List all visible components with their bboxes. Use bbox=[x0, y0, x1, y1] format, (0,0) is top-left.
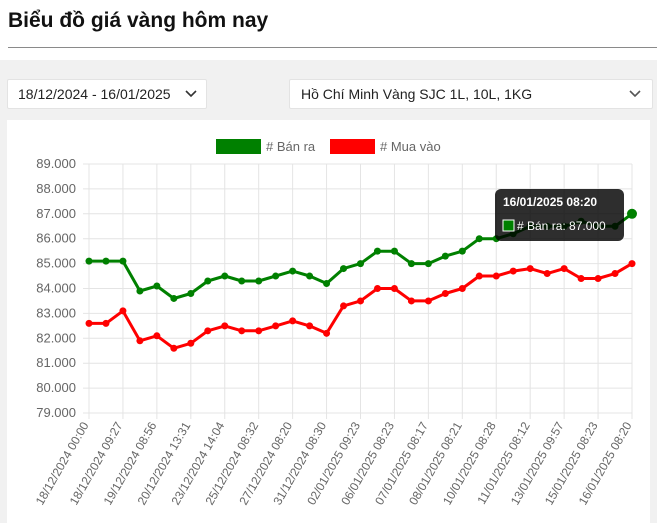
chevron-down-icon bbox=[185, 90, 197, 98]
page-header: Biểu đồ giá vàng hôm nay bbox=[0, 0, 657, 60]
data-point bbox=[373, 285, 381, 292]
y-tick-label: 82.000 bbox=[36, 330, 76, 345]
data-point bbox=[577, 275, 585, 283]
data-point bbox=[560, 265, 568, 273]
data-point bbox=[255, 327, 263, 335]
chart-panel: 79.000 80.000 81.000 82.000 83.000 84.000 85.0… bbox=[7, 120, 650, 523]
y-tick-label: 89.000 bbox=[36, 156, 76, 171]
data-point bbox=[221, 322, 229, 330]
date-range-select[interactable]: 18/12/2024 - 16/01/2025 bbox=[7, 79, 207, 109]
data-point bbox=[323, 280, 331, 288]
data-point bbox=[611, 270, 619, 278]
data-point bbox=[340, 265, 348, 273]
y-tick-label: 81.000 bbox=[36, 355, 76, 370]
y-tick-label: 84.000 bbox=[36, 281, 76, 296]
y-tick-label: 86.000 bbox=[36, 231, 76, 246]
data-point bbox=[187, 339, 195, 347]
y-tick-label: 88.000 bbox=[36, 181, 76, 196]
data-point bbox=[255, 277, 263, 285]
data-point bbox=[458, 285, 466, 292]
y-tick-label: 85.000 bbox=[36, 256, 76, 271]
data-point bbox=[306, 322, 314, 330]
data-point bbox=[289, 267, 297, 275]
data-point bbox=[272, 322, 280, 330]
date-range-value: 18/12/2024 - 16/01/2025 bbox=[18, 86, 171, 102]
data-point bbox=[153, 282, 161, 290]
data-point bbox=[238, 277, 246, 285]
y-tick-label: 80.000 bbox=[36, 380, 76, 395]
tooltip-swatch bbox=[502, 219, 515, 232]
data-point bbox=[424, 260, 432, 268]
data-point bbox=[204, 327, 212, 335]
data-point bbox=[441, 252, 449, 260]
data-point bbox=[594, 275, 602, 283]
data-point bbox=[272, 272, 280, 280]
data-point bbox=[119, 307, 127, 315]
data-point bbox=[441, 289, 449, 297]
data-point bbox=[238, 327, 246, 335]
data-point bbox=[102, 257, 110, 265]
data-point bbox=[475, 235, 483, 243]
data-point bbox=[136, 337, 144, 345]
data-point bbox=[492, 272, 500, 280]
data-point bbox=[475, 272, 483, 280]
data-point bbox=[458, 247, 466, 255]
data-point bbox=[102, 319, 110, 327]
data-point bbox=[373, 247, 381, 255]
data-point bbox=[424, 297, 432, 305]
data-point bbox=[153, 332, 161, 340]
data-point bbox=[221, 272, 229, 280]
data-point bbox=[357, 297, 364, 305]
data-point bbox=[187, 289, 195, 297]
chevron-down-icon bbox=[629, 90, 641, 98]
data-point bbox=[627, 208, 637, 219]
data-point bbox=[628, 260, 636, 268]
title-divider bbox=[8, 47, 657, 48]
data-point bbox=[85, 319, 93, 327]
data-point bbox=[170, 344, 178, 352]
price-line-chart[interactable]: 79.000 80.000 81.000 82.000 83.000 84.000 85.0… bbox=[7, 120, 650, 523]
data-point bbox=[85, 257, 93, 265]
data-point bbox=[357, 260, 364, 268]
product-select[interactable]: Hồ Chí Minh Vàng SJC 1L, 10L, 1KG bbox=[289, 79, 653, 109]
data-point bbox=[170, 294, 178, 302]
data-point bbox=[306, 272, 314, 280]
data-point bbox=[204, 277, 212, 285]
product-value: Hồ Chí Minh Vàng SJC 1L, 10L, 1KG bbox=[301, 86, 533, 102]
data-point bbox=[119, 257, 127, 265]
data-point bbox=[526, 265, 534, 273]
data-point bbox=[340, 302, 348, 310]
data-point bbox=[390, 285, 398, 292]
data-point bbox=[509, 267, 517, 275]
tooltip-box bbox=[495, 189, 624, 241]
data-point bbox=[407, 260, 415, 268]
legend-label: # Mua vào bbox=[380, 139, 441, 154]
chart-tooltip: 16/01/2025 08:20 # Bán ra: 87.000 bbox=[495, 189, 624, 241]
data-point bbox=[136, 287, 144, 295]
y-tick-label: 83.000 bbox=[36, 305, 76, 320]
page-title: Biểu đồ giá vàng hôm nay bbox=[8, 9, 269, 32]
data-point bbox=[390, 247, 398, 255]
data-point bbox=[543, 270, 551, 278]
data-point bbox=[323, 329, 331, 337]
data-point bbox=[289, 317, 297, 325]
y-tick-label: 79.000 bbox=[36, 405, 76, 420]
legend-swatch bbox=[330, 139, 375, 154]
tooltip-title: 16/01/2025 08:20 bbox=[503, 195, 597, 209]
data-point bbox=[407, 297, 415, 305]
y-tick-label: 87.000 bbox=[36, 206, 76, 221]
legend-label: # Bán ra bbox=[266, 139, 316, 154]
legend-swatch bbox=[216, 139, 261, 154]
tooltip-label: # Bán ra: 87.000 bbox=[517, 219, 606, 233]
